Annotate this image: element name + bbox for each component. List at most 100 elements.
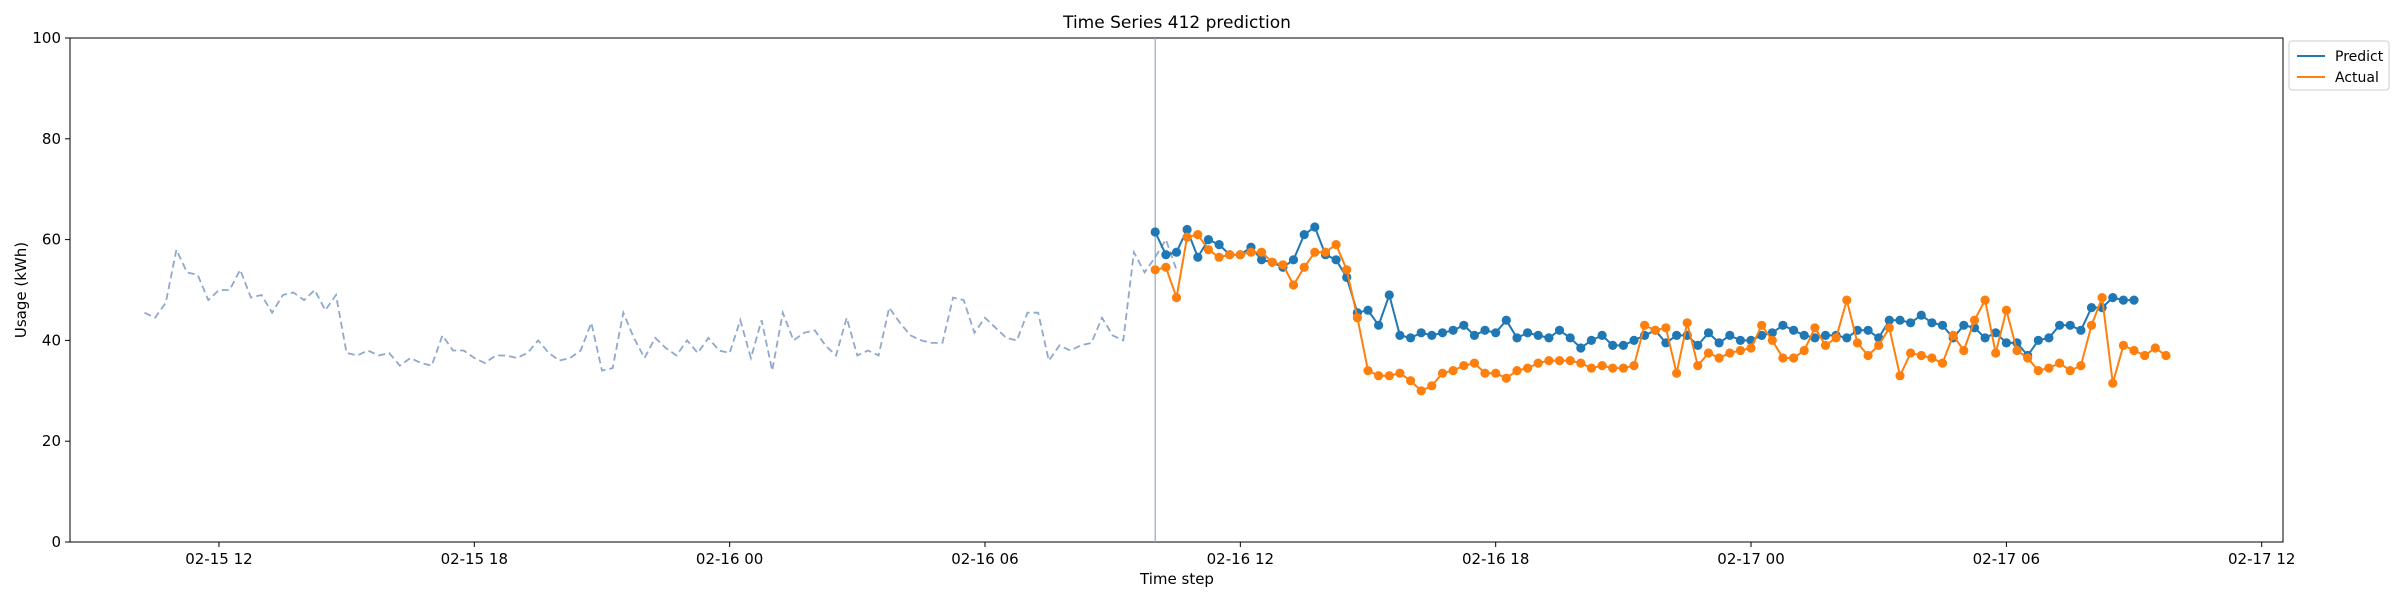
actual-point	[1757, 320, 1767, 330]
predict-point	[1980, 333, 1990, 343]
predict-point	[1693, 340, 1703, 350]
actual-point	[1810, 323, 1820, 333]
predict-point	[1480, 325, 1490, 335]
actual-point	[1948, 330, 1958, 340]
y-axis-title: Usage (kWh)	[12, 242, 30, 338]
actual-point	[1501, 373, 1511, 383]
predict-point	[1512, 333, 1522, 343]
actual-point	[1406, 376, 1416, 386]
actual-point	[1852, 338, 1862, 348]
actual-point	[1618, 363, 1628, 373]
actual-point	[1820, 340, 1831, 350]
predict-point	[1395, 330, 1405, 340]
predict-point	[1384, 290, 1394, 300]
predict-point	[1448, 325, 1458, 335]
actual-point	[1299, 262, 1309, 272]
x-tick-label: 02-17 12	[2228, 550, 2295, 568]
actual-point	[1778, 353, 1788, 363]
y-tick-label: 20	[42, 432, 61, 450]
predict-point	[1288, 255, 1299, 265]
actual-point	[1533, 358, 1543, 368]
actual-point	[1427, 381, 1437, 391]
predict-point	[1363, 305, 1373, 315]
x-tick-label: 02-16 06	[951, 550, 1018, 568]
actual-point	[2023, 353, 2033, 363]
actual-point	[1597, 361, 1607, 371]
actual-point	[1672, 368, 1682, 378]
predict-point	[1299, 230, 1309, 240]
predict-point	[1906, 318, 1916, 328]
chart-title: Time Series 412 prediction	[1062, 13, 1291, 33]
history-line	[144, 237, 1178, 372]
actual-point	[2044, 363, 2054, 373]
actual-point	[1789, 353, 1799, 363]
predict-point	[2086, 303, 2097, 313]
predict-point	[1735, 335, 1745, 345]
x-tick-label: 02-17 06	[1973, 550, 2040, 568]
predict-point	[1554, 325, 1565, 335]
actual-point	[1650, 325, 1660, 335]
actual-point	[1257, 247, 1267, 257]
actual-point	[1395, 368, 1405, 378]
actual-point	[1214, 252, 1224, 262]
actual-point	[1267, 257, 1277, 267]
predict-point	[1203, 235, 1213, 245]
predict-point	[1257, 255, 1267, 265]
actual-point	[1576, 358, 1586, 368]
predict-point	[2065, 320, 2075, 330]
predict-point	[1608, 340, 1618, 350]
actual-point	[1629, 361, 1639, 371]
actual-point	[1288, 280, 1299, 290]
predict-point	[1416, 328, 1426, 338]
legend: Predict Actual	[2288, 40, 2390, 91]
predict-point	[1789, 325, 1799, 335]
actual-point	[1746, 343, 1756, 353]
actual-point	[1565, 356, 1575, 366]
actual-point	[1661, 323, 1671, 333]
actual-point	[1682, 318, 1692, 328]
predict-point	[2001, 338, 2011, 348]
actual-point	[2055, 358, 2065, 368]
predict-point	[1501, 315, 1511, 325]
predict-point	[1597, 330, 1607, 340]
actual-point	[1608, 363, 1618, 373]
predict-point	[1214, 240, 1224, 250]
predict-point	[1459, 320, 1469, 330]
predict-point	[2108, 293, 2118, 303]
y-tick-label: 60	[42, 231, 61, 249]
actual-point	[2108, 378, 2118, 388]
actual-point	[1352, 313, 1362, 323]
actual-point	[2097, 293, 2107, 303]
actual-point	[1512, 366, 1522, 376]
actual-point	[2086, 320, 2097, 330]
actual-point	[1320, 247, 1331, 257]
actual-point	[1916, 350, 1926, 361]
predict-point	[1331, 255, 1341, 265]
actual-point	[1980, 295, 1990, 305]
predict-point	[1810, 333, 1820, 343]
predict-point	[1842, 333, 1852, 343]
predict-point	[2118, 295, 2128, 305]
predict-point	[2033, 335, 2043, 345]
y-tick-label: 0	[51, 533, 61, 551]
actual-point	[1523, 363, 1533, 373]
actual-point	[1384, 371, 1394, 381]
actual-point	[1703, 348, 1714, 358]
predict-point	[1533, 330, 1543, 340]
actual-point	[1969, 315, 1980, 325]
predict-point	[2076, 325, 2086, 335]
actual-point	[1895, 371, 1905, 381]
actual-line	[1154, 233, 2167, 392]
legend-label-predict: Predict	[2335, 49, 2384, 65]
actual-point	[1927, 353, 1937, 363]
actual-point	[1235, 250, 1245, 260]
predict-point	[1469, 330, 1479, 340]
predict-point	[1895, 315, 1905, 325]
predict-point	[1586, 335, 1596, 345]
predict-point	[1799, 330, 1809, 340]
predict-point	[1778, 320, 1788, 330]
actual-point	[1448, 366, 1458, 376]
predict-point	[1544, 333, 1554, 343]
